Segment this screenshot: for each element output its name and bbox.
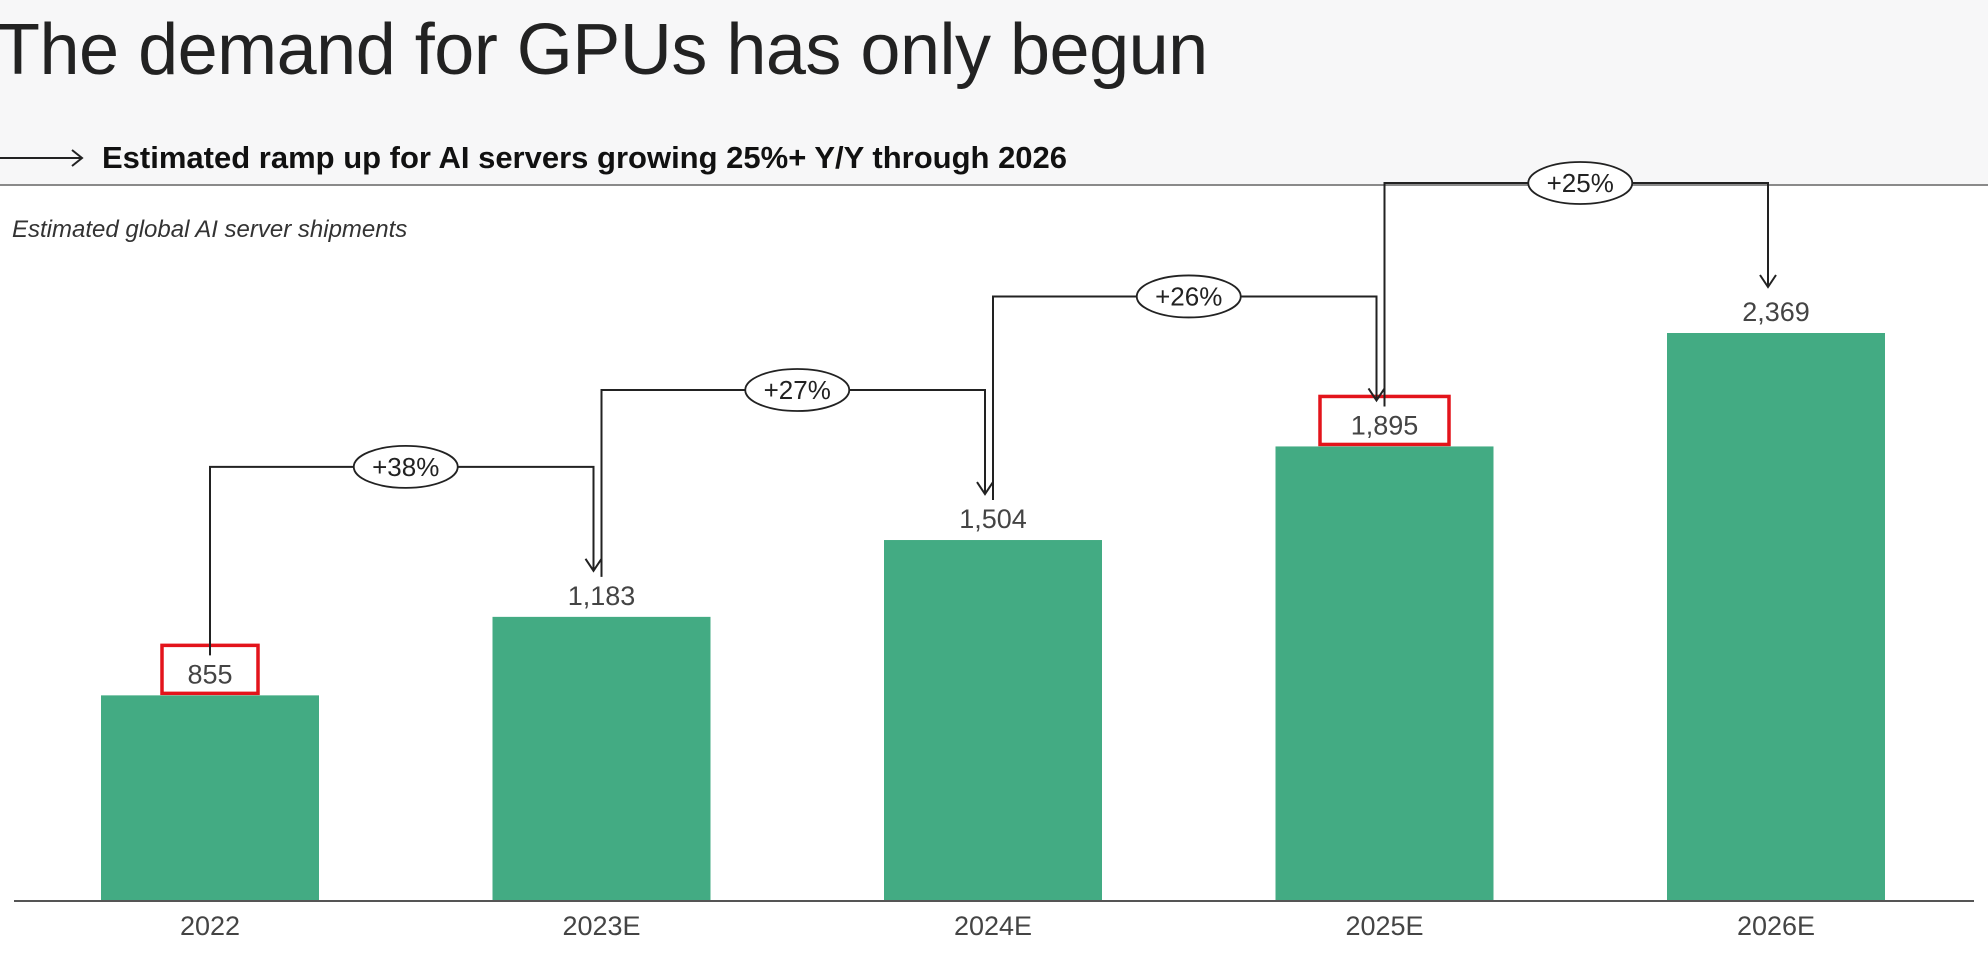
growth-badge-2022-to-2023e [352, 444, 459, 489]
right-arrow-icon [0, 149, 84, 167]
tick-label-2022: 2022 [180, 911, 240, 941]
tick-label-2025e: 2025E [1345, 911, 1423, 941]
value-label-2025e: 1,895 [1351, 410, 1419, 440]
value-label-2023e: 1,183 [568, 581, 636, 611]
growth-badge-2023e-to-2024e [744, 368, 851, 412]
value-label-2024e: 1,504 [959, 504, 1027, 534]
growth-arrowhead-2022-to-2023e [584, 558, 603, 573]
tick-label-2023e: 2023E [562, 911, 640, 941]
growth-arrowhead-2025e-to-2026e [1759, 274, 1777, 289]
tick-label-2024e: 2024E [954, 911, 1032, 941]
subtitle: Estimated ramp up for AI servers growing… [102, 140, 1068, 175]
bar-2026e [1667, 333, 1885, 900]
header-band [0, 0, 1988, 185]
growth-label-2023e-to-2024e: +27% [764, 375, 831, 405]
chart-caption: Estimated global AI server shipments [12, 216, 408, 243]
growth-label-2024e-to-2025e: +26% [1155, 281, 1222, 311]
bar-2024e [884, 540, 1102, 900]
bar-2025e [1275, 446, 1494, 900]
growth-arrowhead-2024e-to-2025e [1367, 387, 1386, 403]
growth-badge-2024e-to-2025e [1135, 274, 1242, 319]
tick-label-2026e: 2026E [1737, 911, 1815, 941]
growth-label-2025e-to-2026e: +25% [1547, 168, 1614, 198]
growth-badge-2025e-to-2026e [1527, 161, 1634, 205]
value-label-2026e: 2,369 [1742, 297, 1810, 327]
value-label-2022: 855 [187, 659, 232, 689]
bar-2022 [101, 695, 319, 900]
header-divider [0, 184, 1988, 186]
page-title: The demand for GPUs has only begun [0, 10, 1208, 90]
growth-label-2022-to-2023e: +38% [372, 452, 439, 482]
bar-2023e [492, 616, 711, 900]
growth-arrowhead-2023e-to-2024e [976, 481, 994, 496]
subtitle-row: Estimated ramp up for AI servers growing… [0, 138, 1067, 178]
